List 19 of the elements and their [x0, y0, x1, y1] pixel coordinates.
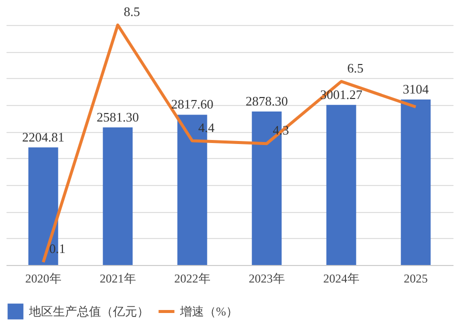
- legend-label: 地区生产总值（亿元）: [28, 304, 149, 318]
- x-tick-label: 2022年: [174, 272, 210, 286]
- data-label: 6.5: [347, 60, 364, 76]
- data-label: 3104: [402, 81, 430, 96]
- bar: [400, 99, 431, 265]
- data-label: 2204.81: [22, 129, 64, 144]
- x-tick-label: 2023年: [248, 272, 285, 286]
- x-tick-label: 2021年: [100, 272, 136, 286]
- data-label: 4.3: [272, 122, 289, 138]
- data-label: 8.5: [124, 4, 140, 19]
- bar: [102, 127, 133, 265]
- data-label: 2878.30: [246, 93, 288, 108]
- data-label: 2581.30: [96, 109, 139, 124]
- data-label: 2817.60: [171, 96, 214, 112]
- x-tick-label: 2024年: [323, 272, 360, 286]
- legend-label: 增速（%）: [179, 304, 238, 318]
- x-tick-label: 2025: [404, 272, 428, 286]
- bar: [326, 104, 356, 265]
- x-tick-label: 2020年: [25, 272, 62, 286]
